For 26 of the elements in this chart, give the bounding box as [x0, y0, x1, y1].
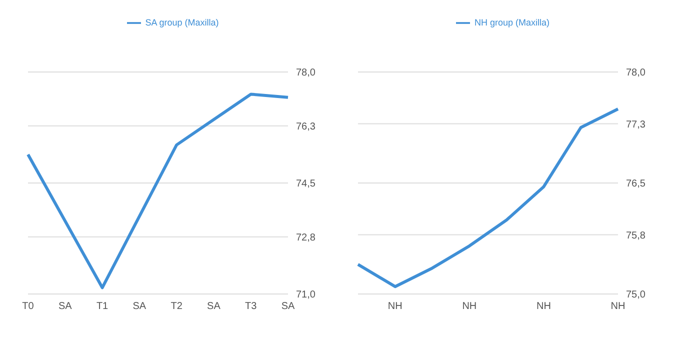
legend-label: NH group (Maxilla) — [474, 17, 550, 28]
x-tick-label: T0 — [22, 301, 34, 312]
y-tick-label: 78,0 — [626, 68, 646, 79]
x-tick-label: SA — [281, 301, 295, 312]
line-series — [356, 108, 620, 288]
y-tick-label: 75,8 — [626, 230, 646, 242]
x-tick-label: SA — [132, 301, 146, 312]
x-tick-label: NH — [462, 301, 477, 312]
y-tick-label: 75,0 — [626, 290, 646, 301]
y-tick-label: 76,3 — [296, 121, 316, 132]
x-tick-label: T2 — [170, 301, 183, 312]
y-tick-label: 71,0 — [296, 290, 316, 301]
y-tick-label: 77,3 — [626, 119, 646, 130]
x-tick-label: NH — [388, 301, 402, 312]
line-series — [26, 92, 290, 290]
x-tick-label: SA — [58, 301, 72, 312]
x-tick-label: NH — [536, 301, 551, 312]
legend-label: SA group (Maxilla) — [145, 17, 219, 28]
x-tick-label: T3 — [245, 301, 258, 312]
x-tick-label: SA — [207, 301, 221, 312]
x-tick-label: T1 — [96, 301, 109, 312]
y-tick-label: 76,5 — [626, 178, 646, 190]
y-tick-label: 72,8 — [296, 232, 316, 244]
y-tick-label: 74,5 — [296, 178, 316, 190]
y-tick-label: 78,0 — [296, 68, 316, 79]
x-tick-label: NH — [610, 301, 626, 312]
